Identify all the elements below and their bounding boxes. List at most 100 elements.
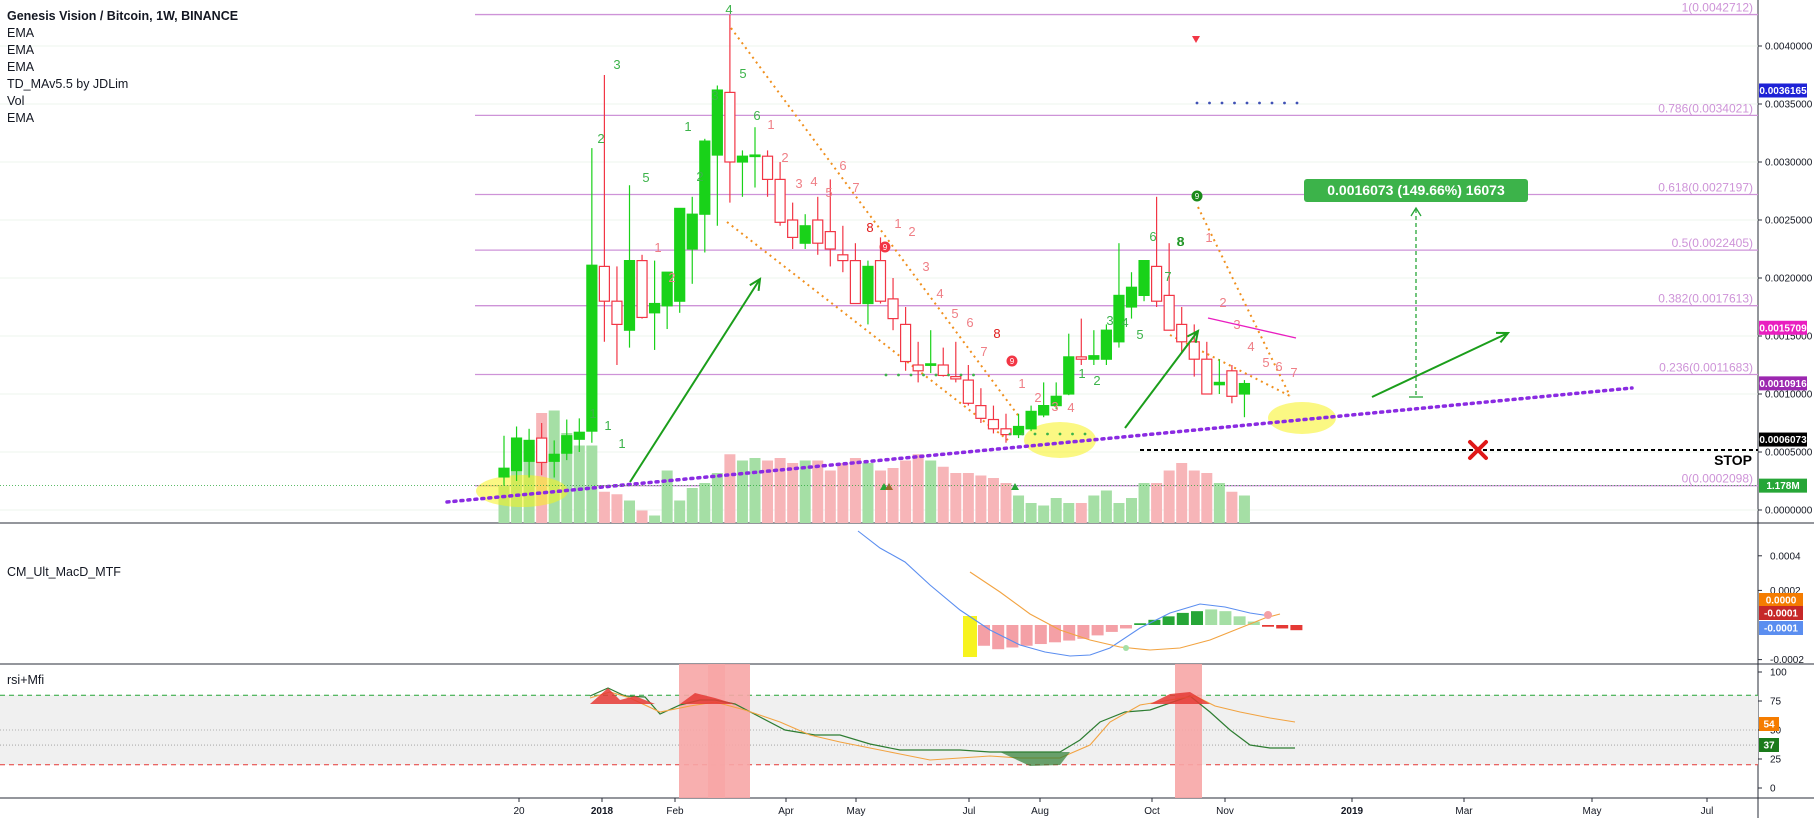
price-tick-label: 0.0030000 (1765, 158, 1813, 169)
candle-body (536, 437, 548, 464)
candle-body (1113, 294, 1125, 343)
candle-body (1238, 382, 1251, 395)
projection-arrow-head (1186, 329, 1200, 343)
volume-bar (937, 466, 949, 523)
volume-bar (736, 460, 748, 523)
td-count-down: 3 (1051, 399, 1058, 414)
candle-body (561, 435, 573, 454)
td-count-up: 3 (711, 88, 718, 103)
macd-histogram-bar (1091, 625, 1104, 636)
candle-body (623, 260, 636, 331)
candle-body (573, 431, 585, 440)
td-nine-label: 9 (1010, 357, 1015, 366)
time-tick-label: Jul (1701, 806, 1714, 817)
time-tick-label: May (1583, 806, 1602, 817)
volume-bar (1063, 503, 1075, 523)
candle-body (824, 231, 836, 250)
macd-histogram-bar (1219, 611, 1232, 625)
candle-body (1050, 395, 1062, 407)
macd-pane-label[interactable]: CM_Ult_MacD_MTF (7, 565, 121, 579)
rsi-overbought-fill (590, 688, 655, 704)
td-count-up: 2 (1093, 373, 1100, 388)
td-dot (1270, 101, 1274, 105)
candle-body (962, 379, 974, 404)
td-count-up: 7 (1164, 269, 1171, 284)
rsi-oversold-fill (1000, 752, 1070, 766)
time-tick-label: Oct (1144, 806, 1160, 817)
macd-badge-label: 0.0000 (1766, 596, 1797, 607)
td-count-down: 5 (1262, 355, 1269, 370)
channel-line-lower (726, 221, 1009, 441)
rsi-badge (1759, 738, 1779, 752)
volume-bar (812, 460, 824, 523)
td-nine-marker (1191, 190, 1203, 202)
macd-histogram-bar (978, 625, 990, 646)
volume-bar (1163, 470, 1175, 523)
time-tick-label: Jul (963, 806, 976, 817)
price-tick-label: 0.0005000 (1765, 448, 1813, 459)
td-count-up: 4 (725, 2, 732, 17)
td-nine-marker (879, 241, 891, 253)
signal-line (969, 571, 1281, 651)
candle-body (648, 302, 661, 314)
candle-body (937, 364, 949, 377)
support-trendline (445, 386, 1634, 504)
stop-label: STOP (1714, 452, 1752, 468)
td-count-down: 7 (852, 180, 859, 195)
candle-body (1012, 425, 1025, 436)
price-tick-label: 0.0015000 (1765, 332, 1813, 343)
volume-bar (724, 454, 736, 523)
candle-body (812, 219, 824, 244)
td-count-down: 4 (1067, 400, 1074, 415)
candle-body (1201, 358, 1213, 395)
candle-body (975, 405, 987, 419)
td-count-down: 7 (980, 344, 987, 359)
resistance-line (1207, 317, 1297, 339)
volume-bar (987, 478, 999, 523)
td-nine-label: 9 (1195, 192, 1200, 201)
candle-body (674, 207, 686, 302)
td-count-up: 1 (589, 406, 596, 421)
time-tick-label: Feb (666, 806, 684, 817)
time-tick-label: May (847, 806, 866, 817)
candle-body (849, 260, 862, 305)
candle-body (1163, 294, 1175, 331)
td-count-down: 2 (908, 224, 915, 239)
macd-histogram-bar (1120, 625, 1132, 629)
td-dot (922, 373, 925, 377)
volume-bar (849, 458, 861, 523)
highlight-ellipse (1024, 422, 1096, 458)
candle-body (1025, 410, 1037, 430)
volume-bar (837, 463, 849, 523)
macd-badge (1759, 606, 1803, 620)
volume-bar (598, 491, 610, 523)
price-badge (1759, 320, 1807, 335)
td-count-down: 4 (936, 286, 943, 301)
candle-body (498, 467, 510, 478)
candle-body (586, 264, 598, 432)
rsi-badge (1759, 717, 1779, 731)
up-triangle-marker (1011, 483, 1019, 490)
volume-bar (1050, 498, 1062, 523)
time-tick-label: Nov (1216, 806, 1234, 817)
td-dot (934, 373, 938, 377)
td-count-down: 6 (1275, 359, 1282, 374)
td-count-down: 2 (1219, 295, 1226, 310)
macd-cross-marker (1123, 645, 1129, 651)
volume-bar (699, 483, 711, 523)
td-count-up: 2 (597, 131, 604, 146)
candle-body (862, 265, 874, 305)
rsi-badge-label: 54 (1763, 720, 1775, 731)
candle-body (1138, 260, 1150, 297)
volume-bar (1238, 495, 1250, 523)
td-count-eight-green: 8 (1177, 234, 1184, 249)
price-badge-label: 0.0010916 (1759, 379, 1807, 390)
rsi-highlight-zone (708, 664, 750, 798)
candle-body (787, 219, 799, 238)
volume-bar (1213, 483, 1225, 523)
td-count-up: 8 (1176, 234, 1183, 249)
candle-body (925, 363, 937, 366)
rsi-pane-label[interactable]: rsi+Mfi (7, 673, 45, 687)
projection-arrow-head (749, 277, 762, 292)
